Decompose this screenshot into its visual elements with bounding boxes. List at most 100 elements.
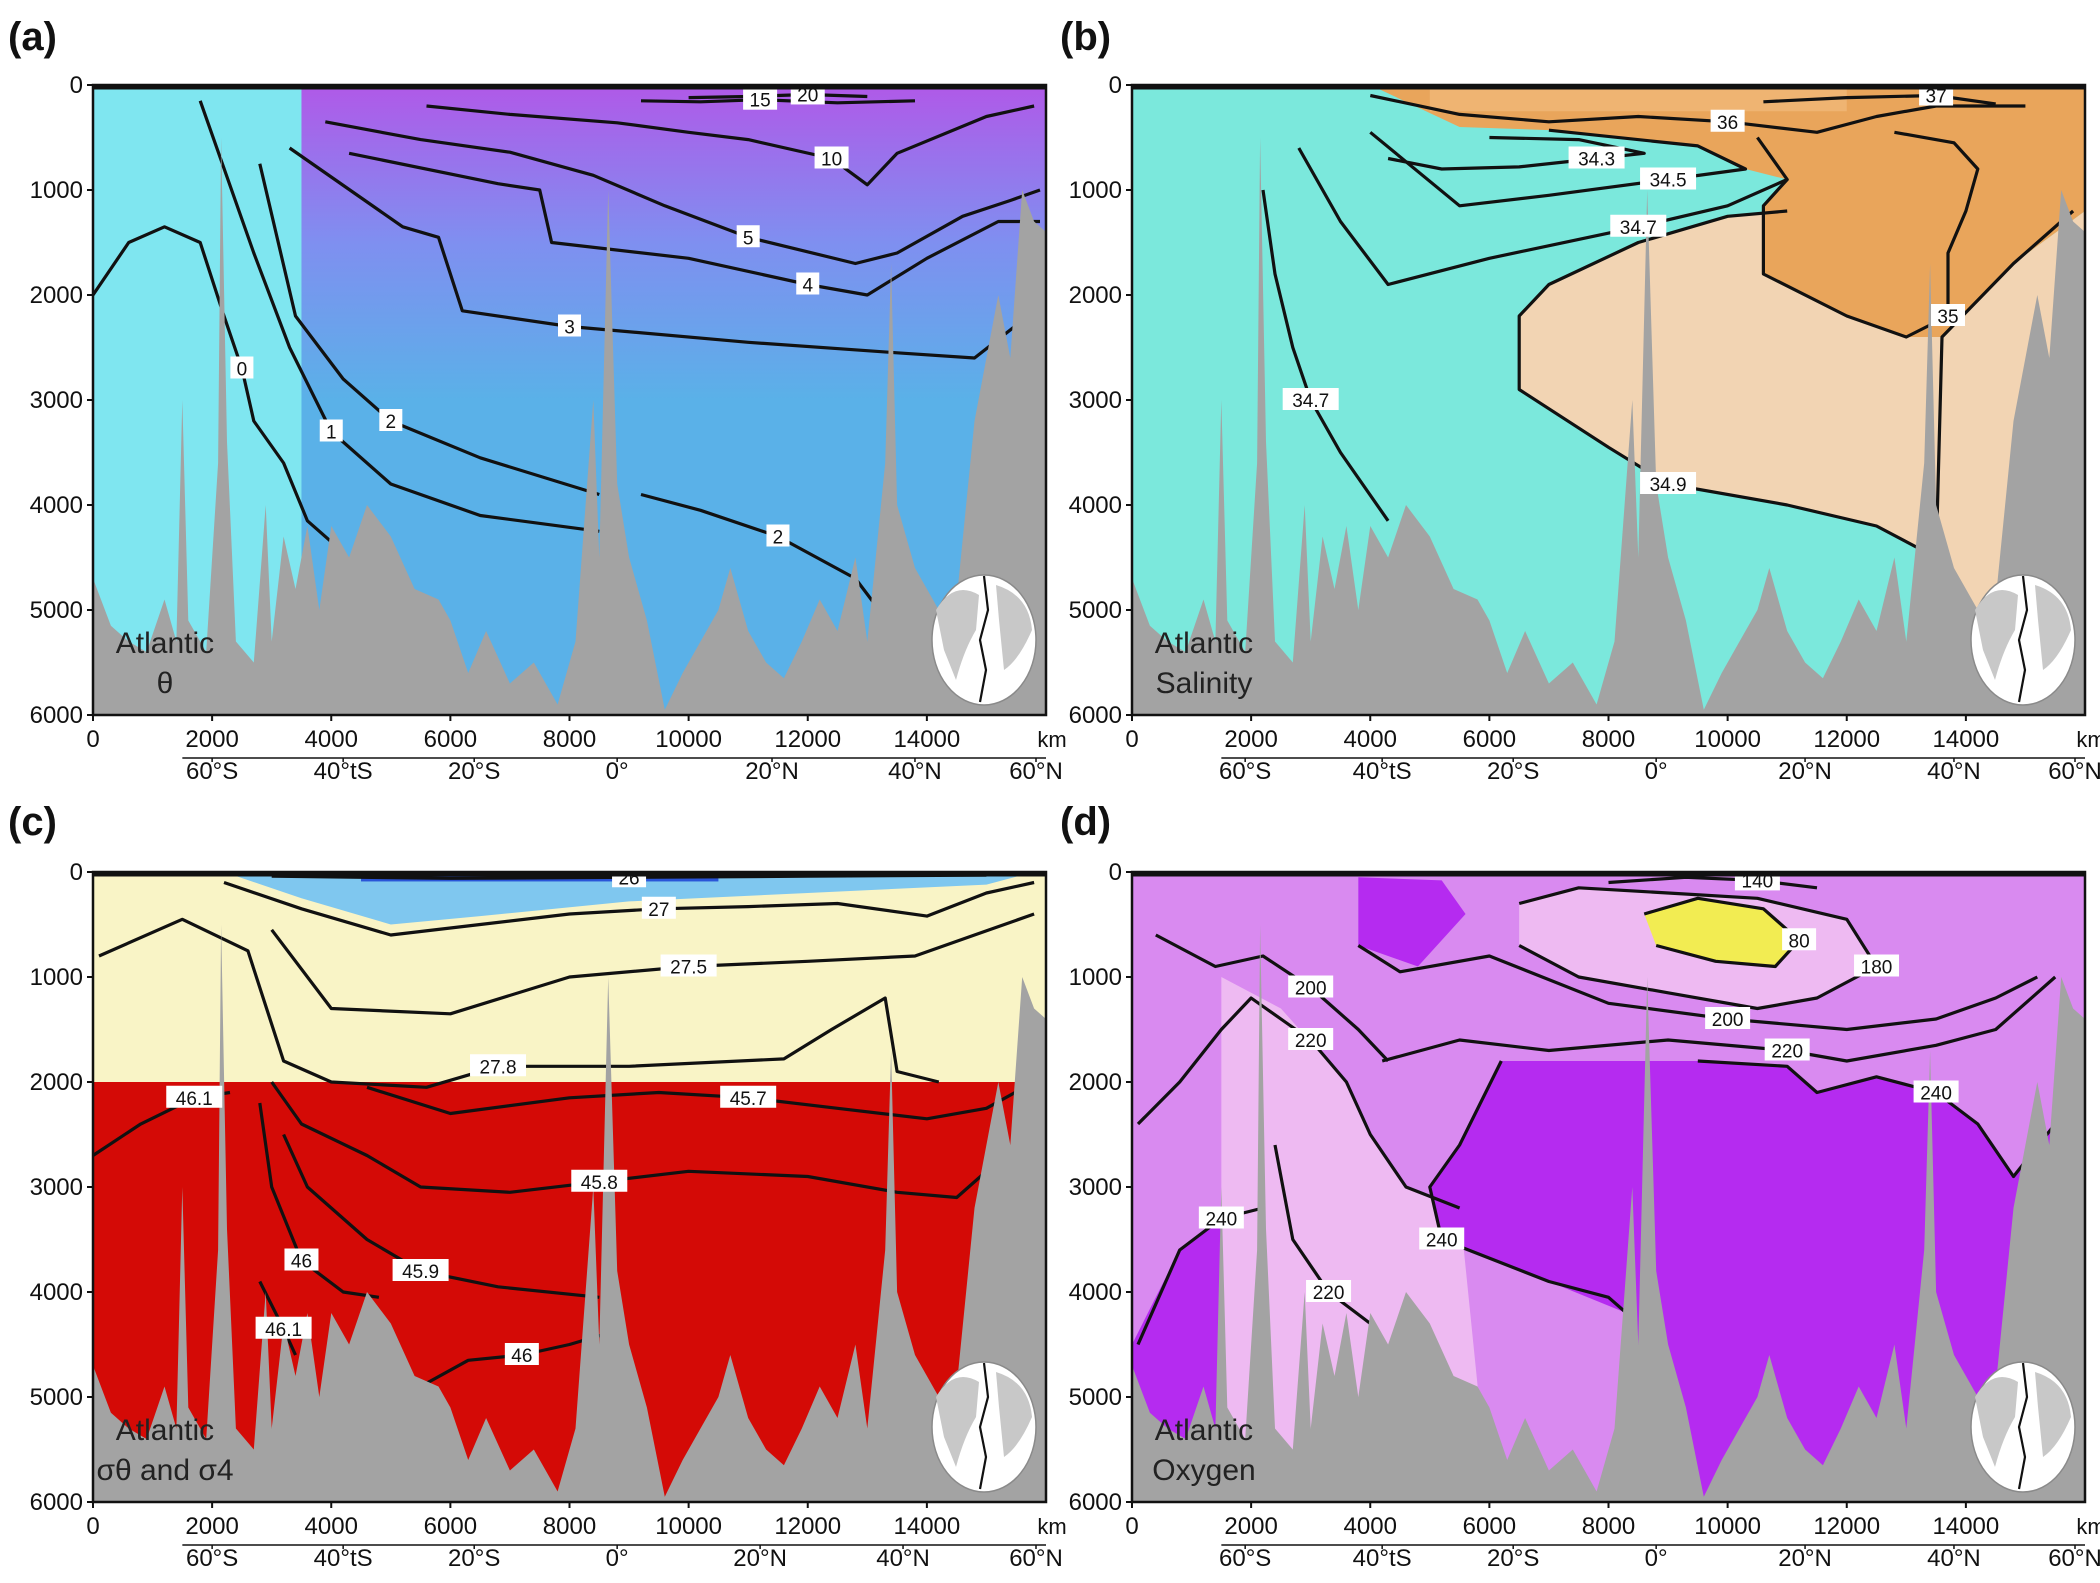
contour-label-box: [1710, 109, 1745, 132]
contour-label-box: [1931, 304, 1966, 326]
contour-label: 20: [797, 85, 818, 106]
contour-label: 37: [1926, 87, 1947, 108]
contour-label: 3: [564, 318, 575, 339]
latitude-tick-label: 0°: [1645, 758, 1668, 785]
contour-label: 27: [648, 900, 669, 921]
contour-label-box: [796, 272, 820, 295]
contour-line: [1297, 136, 1789, 287]
contour-line: [688, 92, 868, 100]
bathymetry: [1132, 924, 2085, 1502]
contour-label: 46.1: [265, 1320, 302, 1341]
contour-label: 240: [1205, 1210, 1237, 1231]
contour-label: 36: [1717, 113, 1738, 134]
contour-line: [258, 163, 600, 497]
inset-africa-europe: [996, 585, 1032, 670]
contour-label: 2: [773, 528, 784, 549]
x-tick-label: 14000: [1933, 1513, 2000, 1540]
latitude-tick-label: 40°N: [888, 758, 942, 785]
contour-label: 200: [1295, 979, 1327, 1000]
panel-annotation-line2: Salinity: [1156, 667, 1253, 700]
latitude-tick-label: 40°tS: [314, 1545, 373, 1572]
contour-label: 220: [1771, 1042, 1803, 1063]
x-tick-label: 6000: [1463, 726, 1516, 753]
contour-label-box: [1764, 1038, 1810, 1061]
x-tick-label: 8000: [543, 1513, 596, 1540]
x-tick-label: 2000: [1224, 1513, 1277, 1540]
inset-africa-europe: [2035, 585, 2071, 670]
contour-label: 5: [743, 228, 754, 249]
y-tick-label: 2000: [30, 282, 83, 309]
x-tick-label: 2000: [1224, 726, 1277, 753]
contour-label-box: [255, 1316, 312, 1339]
panel-label: (c): [8, 800, 57, 844]
panel-annotation-line2: θ: [157, 667, 174, 700]
contour-label: 46.1: [176, 1089, 213, 1110]
latitude-tick-label: 60°S: [1219, 1545, 1271, 1572]
contour-label-box: [660, 954, 717, 977]
y-tick-label: 0: [70, 859, 83, 886]
y-tick-label: 4000: [1069, 492, 1122, 519]
contour-label: 0: [237, 360, 248, 381]
contour-label-box: [319, 419, 343, 442]
y-tick-label: 5000: [30, 1384, 83, 1411]
x-tick-label: 14000: [894, 1513, 961, 1540]
contour-label: 34.9: [1650, 475, 1687, 496]
y-tick-label: 4000: [30, 492, 83, 519]
contour-label: 10: [821, 150, 842, 171]
contour-label-box: [1610, 214, 1667, 237]
x-tick-label: 0: [1125, 726, 1138, 753]
contour-label-box: [392, 1259, 449, 1281]
contour-line: [426, 104, 1035, 187]
inset-section-track: [978, 1362, 990, 1490]
x-tick-label: 8000: [1582, 726, 1635, 753]
x-tick-label: 8000: [1582, 1513, 1635, 1540]
contour-label-box: [1282, 388, 1339, 410]
panel-annotation-line1: Atlantic: [1155, 627, 1253, 660]
contour-label-box: [1640, 167, 1697, 190]
contour-label: 34.3: [1578, 150, 1615, 171]
panel-annotation-line2: Oxygen: [1152, 1454, 1255, 1487]
y-tick-label: 0: [1109, 72, 1122, 99]
contour-label: 240: [1920, 1084, 1952, 1105]
contour-label: 34.5: [1650, 171, 1687, 192]
x-unit-label: km: [1037, 727, 1066, 752]
latitude-tick-label: 20°S: [1487, 758, 1539, 785]
contour-label: 180: [1861, 958, 1893, 979]
contour-line: [91, 225, 333, 544]
x-unit-label: km: [2076, 1514, 2100, 1539]
x-tick-label: 2000: [185, 726, 238, 753]
field-oxygen-minimum-core: [1644, 898, 1800, 967]
latitude-tick-label: 20°N: [1778, 758, 1832, 785]
contour-label: 45.8: [581, 1173, 618, 1194]
panel-annotation-line1: Atlantic: [116, 1414, 214, 1447]
latitude-tick-label: 40°N: [1927, 1545, 1981, 1572]
contour-label-box: [1705, 1007, 1751, 1029]
panel-annotation-line2: σθ and σ4: [96, 1454, 233, 1487]
x-unit-label: km: [2076, 727, 2100, 752]
latitude-tick-label: 20°S: [448, 1545, 500, 1572]
bathymetry: [93, 137, 1046, 715]
contour-label-box: [1419, 1227, 1465, 1250]
contour-line: [282, 1133, 600, 1299]
panel-annotation-line1: Atlantic: [116, 627, 214, 660]
contour-line: [1763, 93, 1996, 106]
x-tick-label: 6000: [424, 1513, 477, 1540]
x-tick-label: 10000: [655, 1513, 722, 1540]
x-tick-label: 10000: [1694, 726, 1761, 753]
inset-americas: [1975, 590, 2018, 680]
contour-label-box: [736, 225, 760, 248]
latitude-tick-label: 40°tS: [1353, 758, 1412, 785]
contour-label-box: [470, 1054, 527, 1077]
contour-label-box: [1568, 146, 1625, 169]
contour-label-box: [504, 1343, 539, 1365]
latitude-tick-label: 20°N: [1778, 1545, 1832, 1572]
y-tick-label: 1000: [30, 964, 83, 991]
latitude-tick-label: 40°N: [1927, 758, 1981, 785]
contour-label-box: [766, 524, 790, 547]
y-tick-label: 1000: [1069, 177, 1122, 204]
contour-label-box: [1306, 1280, 1352, 1302]
contour-label: 220: [1313, 1283, 1345, 1304]
x-tick-label: 12000: [1813, 1513, 1880, 1540]
contour-label-box: [1288, 1028, 1334, 1050]
